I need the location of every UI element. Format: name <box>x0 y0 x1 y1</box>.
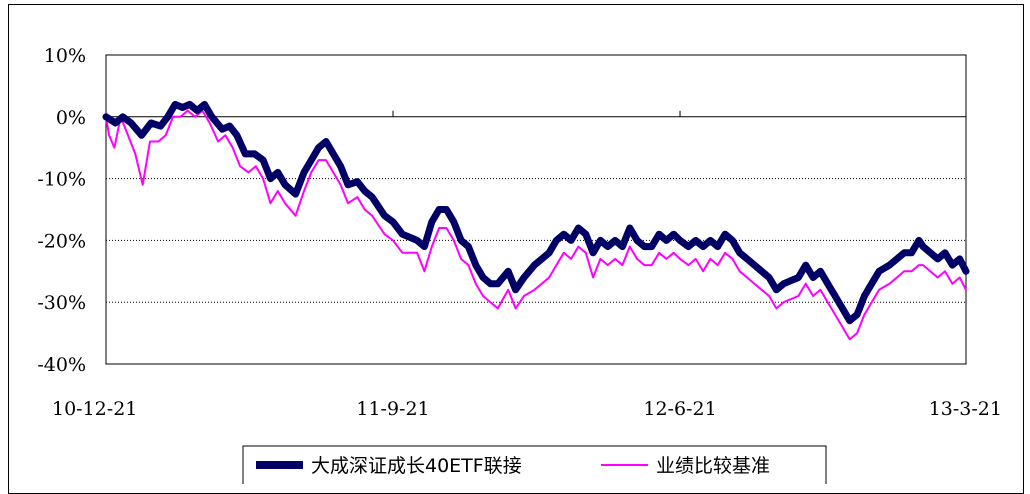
x-tick-labels: 10-12-21 11-9-21 12-6-21 13-3-21 <box>52 398 1002 420</box>
y-tick-label-5: -40% <box>37 354 86 376</box>
series-line-2 <box>105 109 967 341</box>
y-tick-label-0: 10% <box>44 45 86 67</box>
x-tick-label-3: 13-3-21 <box>929 398 1002 420</box>
legend-label-series-1: 大成深证成长40ETF联接 <box>311 455 522 477</box>
chart-frame <box>8 4 1024 494</box>
x-tick-label-2: 12-6-21 <box>643 398 716 420</box>
y-tick-label-1: 0% <box>56 107 86 129</box>
series-lines <box>102 100 970 341</box>
gridlines <box>106 178 966 303</box>
legend: 大成深证成长40ETF联接 业绩比较基准 <box>242 445 827 484</box>
legend-box <box>242 445 827 484</box>
line-chart: 10% 0% -10% -20% -30% -40% 10-12-21 11-9-21 12-… <box>37 45 1002 484</box>
x-tick-label-1: 11-9-21 <box>356 398 429 420</box>
y-tick-label-3: -20% <box>37 230 86 252</box>
y-tick-label-2: -10% <box>37 169 86 191</box>
x-tick-label-0: 10-12-21 <box>52 398 137 420</box>
y-tick-labels: 10% 0% -10% -20% -30% -40% <box>37 45 86 376</box>
axes <box>105 54 967 365</box>
legend-label-series-2: 业绩比较基准 <box>656 455 770 477</box>
series-line-1 <box>102 100 970 325</box>
y-tick-label-4: -30% <box>37 292 86 314</box>
plot-area-border <box>105 54 967 365</box>
